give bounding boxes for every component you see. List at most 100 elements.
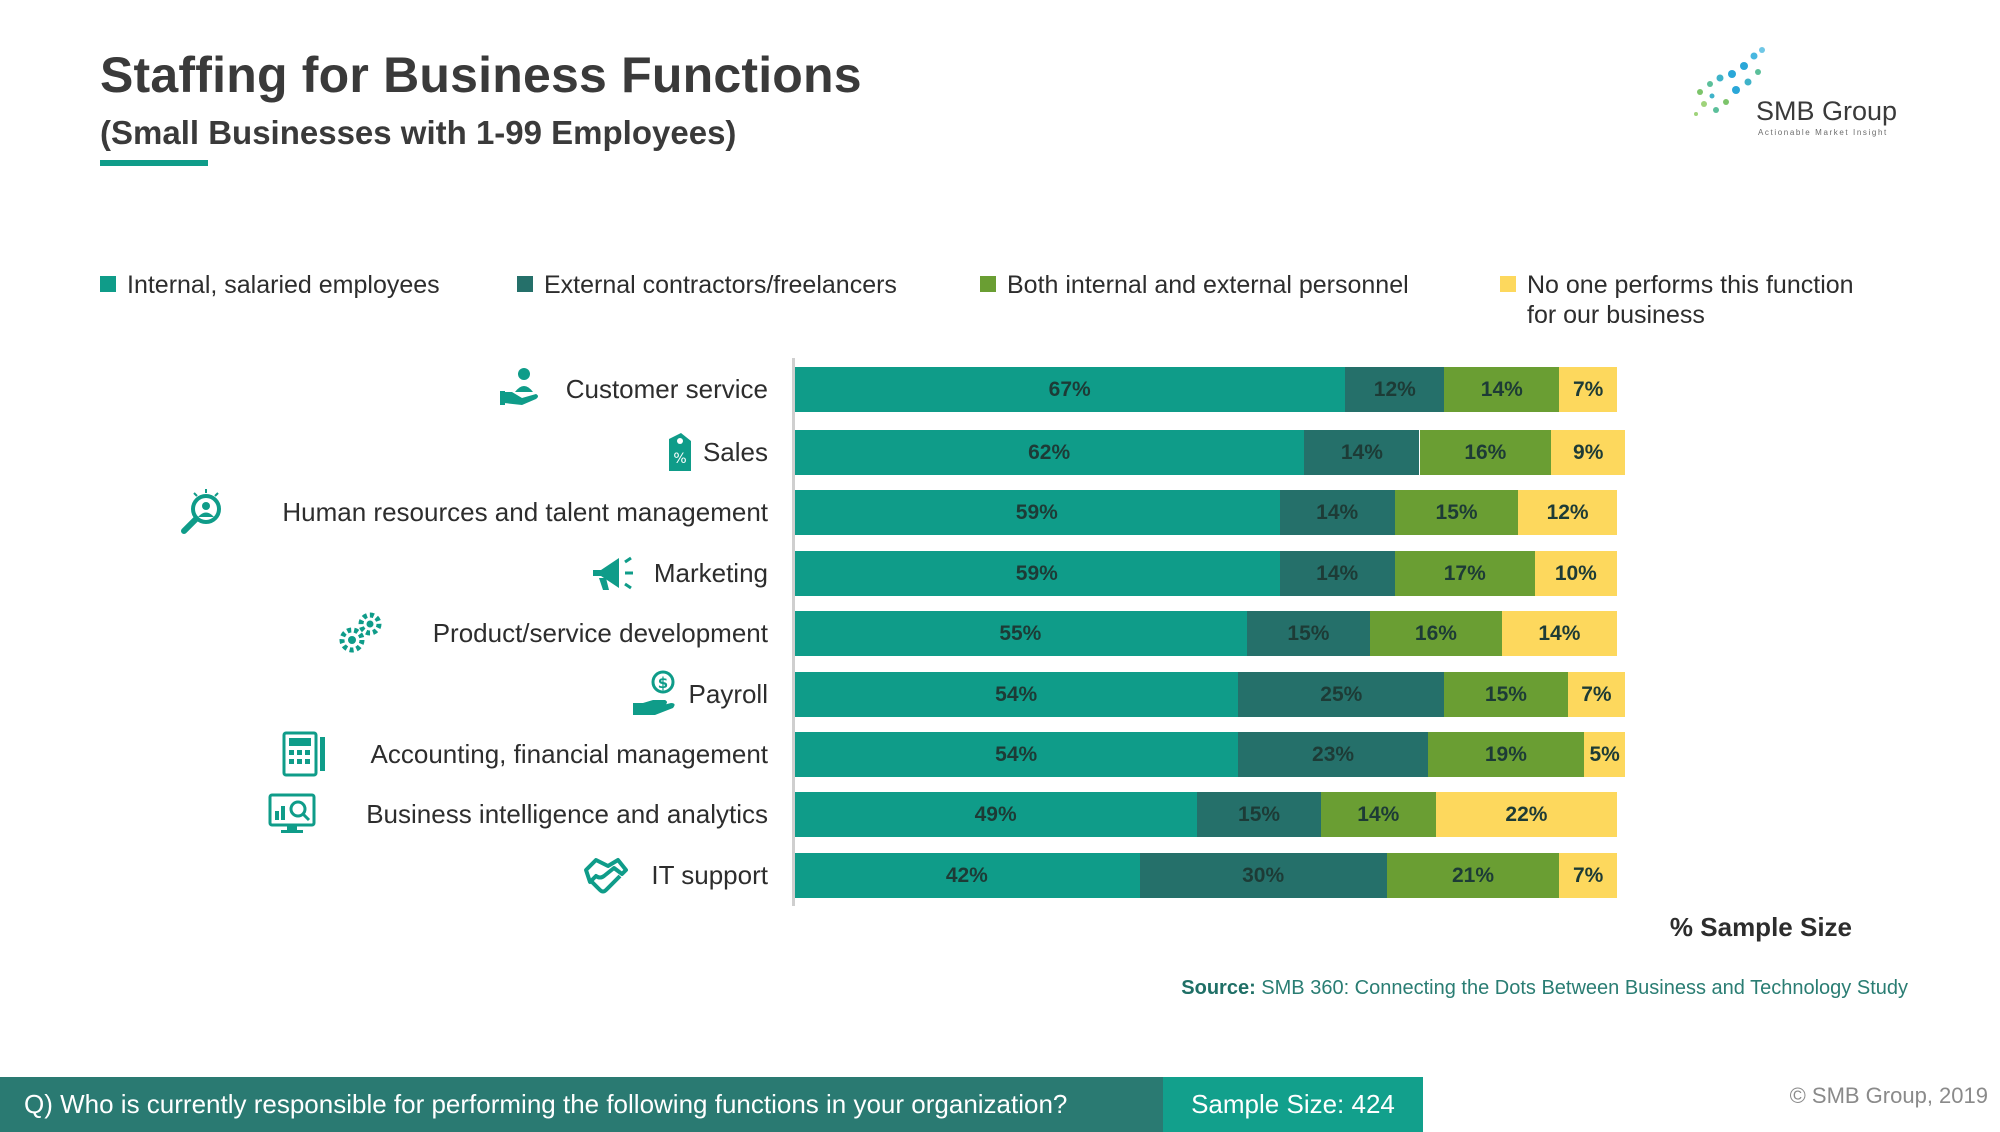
payroll-hand-dollar-icon: $ bbox=[629, 669, 679, 719]
bar-segment: 7% bbox=[1559, 367, 1617, 412]
data-label: 15% bbox=[1435, 500, 1478, 524]
talent-search-icon bbox=[178, 487, 228, 537]
bar-segment: 7% bbox=[1559, 853, 1617, 898]
calculator-ledger-icon bbox=[280, 729, 330, 779]
bar-segment: 30% bbox=[1139, 853, 1387, 898]
chart-axis-line bbox=[792, 358, 795, 906]
bar-segment: 15% bbox=[1394, 490, 1519, 535]
data-label: 23% bbox=[1312, 742, 1355, 766]
bar-segment: 14% bbox=[1501, 611, 1617, 656]
bar-segment: 10% bbox=[1534, 551, 1617, 596]
data-label: 49% bbox=[974, 802, 1017, 826]
logo-tagline: Actionable Market Insight bbox=[1758, 128, 1888, 137]
bar-segment: 7% bbox=[1567, 672, 1626, 717]
bar-segment: 62% bbox=[794, 430, 1305, 475]
svg-text:%: % bbox=[673, 451, 686, 467]
bar-segment: 14% bbox=[1320, 792, 1436, 837]
data-label: 14% bbox=[1316, 561, 1359, 585]
data-label: 7% bbox=[1581, 682, 1612, 706]
bar-segment: 42% bbox=[794, 853, 1140, 898]
bar-segment: 14% bbox=[1444, 367, 1560, 412]
smb-group-logo: SMB Group Actionable Market Insight bbox=[1690, 44, 1920, 144]
bar-segment: 14% bbox=[1279, 551, 1395, 596]
legend-label-line: No one performs this function bbox=[1527, 271, 1854, 299]
legend-label-line: External contractors/freelancers bbox=[544, 271, 897, 299]
bar-segment: 16% bbox=[1419, 430, 1552, 475]
category-label: Human resources and talent management bbox=[282, 497, 768, 527]
title-underline bbox=[100, 160, 208, 166]
data-label: 19% bbox=[1484, 742, 1527, 766]
data-label: 15% bbox=[1287, 621, 1330, 645]
data-label: 67% bbox=[1048, 377, 1091, 401]
legend-swatch bbox=[517, 276, 533, 292]
data-label: 22% bbox=[1505, 802, 1548, 826]
data-label: 16% bbox=[1464, 440, 1507, 464]
bar-segment: 55% bbox=[794, 611, 1247, 656]
data-label: 9% bbox=[1573, 440, 1604, 464]
copyright-notice: © SMB Group, 2019 bbox=[1789, 1083, 1988, 1108]
bar-segment: 12% bbox=[1518, 490, 1617, 535]
bar-segment: 23% bbox=[1238, 732, 1428, 777]
sales-tag-icon: % bbox=[655, 427, 705, 477]
bar-segment: 12% bbox=[1345, 367, 1445, 412]
customer-service-icon bbox=[498, 364, 548, 414]
category-label: Customer service bbox=[565, 374, 768, 404]
bar-segment: 17% bbox=[1394, 551, 1535, 596]
source-text: SMB 360: Connecting the Dots Between Bus… bbox=[1261, 977, 1908, 999]
chart-legend: Internal, salaried employees External con… bbox=[0, 270, 2000, 340]
survey-question: Q) Who is currently responsible for perf… bbox=[0, 1077, 1163, 1132]
gears-icon bbox=[336, 608, 386, 658]
legend-label-line: Both internal and external personnel bbox=[1007, 271, 1409, 299]
legend-label: External contractors/freelancers bbox=[544, 270, 897, 300]
data-label: 54% bbox=[995, 742, 1038, 766]
bar-segment: 15% bbox=[1444, 672, 1568, 717]
source-label: Source: bbox=[1181, 977, 1256, 999]
bar-segment: 14% bbox=[1279, 490, 1395, 535]
data-label: 21% bbox=[1451, 863, 1494, 887]
data-label: 7% bbox=[1573, 863, 1604, 887]
megaphone-icon bbox=[587, 548, 637, 598]
legend-label: Internal, salaried employees bbox=[127, 270, 440, 300]
handshake-icon bbox=[580, 850, 630, 900]
category-label: IT support bbox=[651, 860, 768, 890]
bar-segment: 25% bbox=[1238, 672, 1445, 717]
data-label: 17% bbox=[1443, 561, 1486, 585]
bar-segment: 5% bbox=[1584, 732, 1626, 777]
legend-swatch bbox=[100, 276, 116, 292]
data-label: 55% bbox=[999, 621, 1042, 645]
category-label: Product/service development bbox=[432, 618, 768, 648]
data-label: 14% bbox=[1538, 621, 1581, 645]
page-subtitle: (Small Businesses with 1-99 Employees) bbox=[100, 114, 737, 151]
data-label: 15% bbox=[1238, 802, 1281, 826]
data-label: 25% bbox=[1320, 682, 1363, 706]
data-label: 14% bbox=[1480, 377, 1523, 401]
bar-segment: 14% bbox=[1304, 430, 1420, 475]
bar-segment: 15% bbox=[1197, 792, 1321, 837]
bar-segment: 54% bbox=[794, 672, 1239, 717]
legend-label-line: Internal, salaried employees bbox=[127, 271, 440, 299]
data-label: 14% bbox=[1340, 440, 1383, 464]
sample-size-badge: Sample Size: 424 bbox=[1163, 1077, 1423, 1132]
category-label: Accounting, financial management bbox=[370, 739, 768, 769]
category-label: Payroll bbox=[688, 679, 768, 709]
svg-text:$: $ bbox=[658, 674, 668, 692]
data-label: 7% bbox=[1573, 377, 1604, 401]
bar-segment: 19% bbox=[1427, 732, 1585, 777]
data-label: 54% bbox=[995, 682, 1038, 706]
legend-label: Both internal and external personnel bbox=[1007, 270, 1409, 300]
dots-logo-icon bbox=[1694, 47, 1765, 116]
bar-segment: 67% bbox=[794, 367, 1346, 412]
legend-swatch bbox=[1500, 276, 1516, 292]
data-label: 16% bbox=[1414, 621, 1457, 645]
bar-segment: 9% bbox=[1551, 430, 1626, 475]
bar-segment: 59% bbox=[794, 551, 1280, 596]
data-label: 5% bbox=[1589, 742, 1620, 766]
bar-segment: 49% bbox=[794, 792, 1198, 837]
bar-segment: 22% bbox=[1435, 792, 1617, 837]
page-title: Staffing for Business Functions bbox=[100, 47, 862, 103]
legend-label-line: for our business bbox=[1527, 301, 1705, 329]
source-note: Source: SMB 360: Connecting the Dots Bet… bbox=[1181, 977, 1908, 1000]
bar-segment: 54% bbox=[794, 732, 1239, 777]
data-label: 30% bbox=[1242, 863, 1285, 887]
data-label: 14% bbox=[1357, 802, 1400, 826]
